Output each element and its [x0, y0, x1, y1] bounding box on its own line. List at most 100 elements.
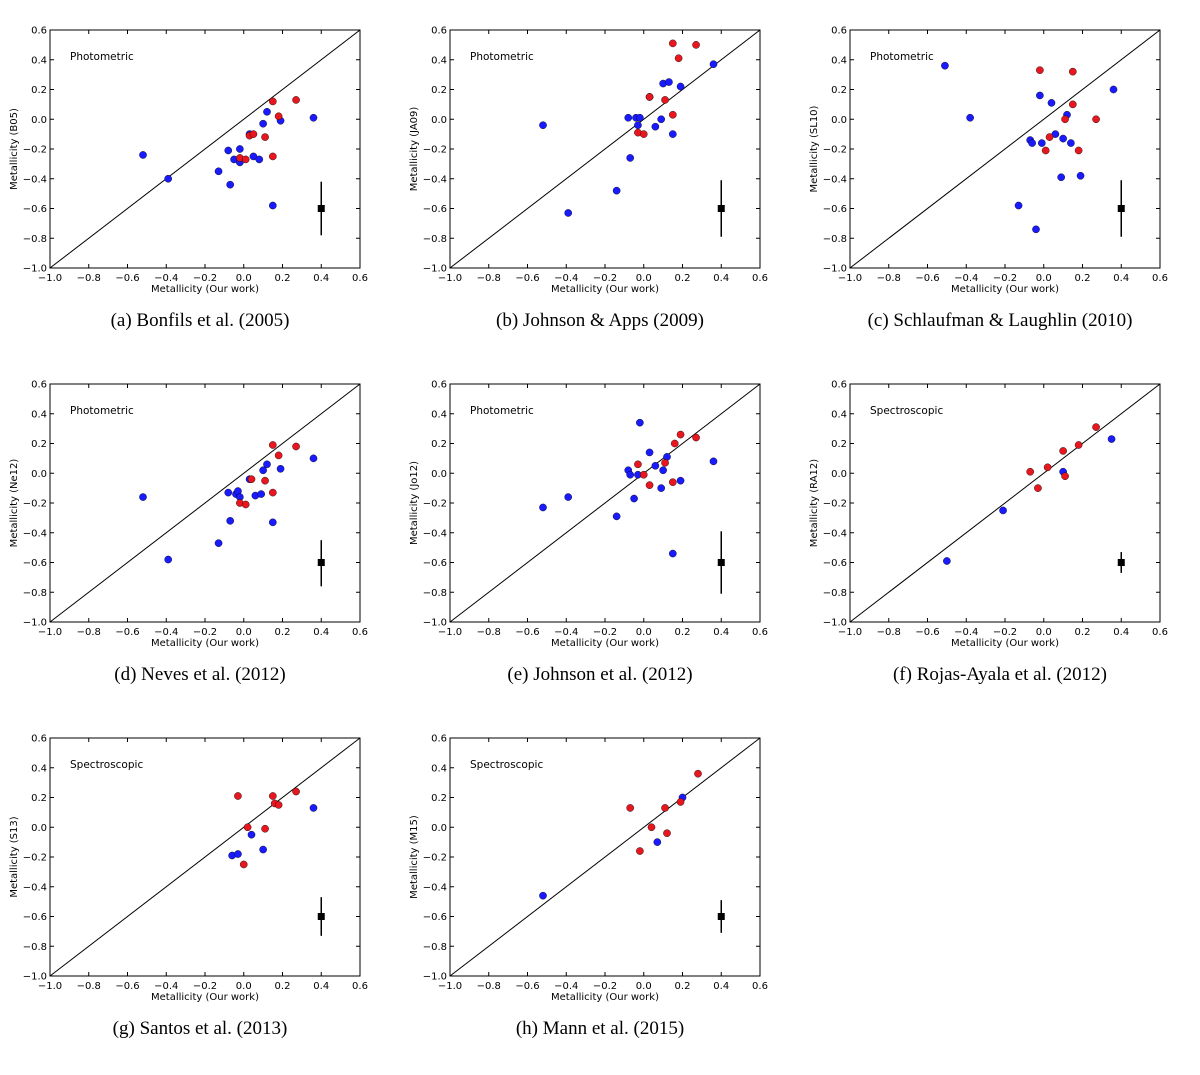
x-tick-label: −0.4 — [554, 273, 578, 284]
identity-line — [49, 29, 361, 269]
y-tick-label: 0.0 — [31, 115, 47, 126]
red-data-point — [249, 130, 258, 138]
blue-data-point — [709, 60, 718, 69]
y-tick-label: 0.2 — [831, 439, 847, 450]
scatter-plot: −1.0 −0.8 −0.6 −0.4 −0.2 0.0 0.2 0.4 0.6 −1.0 −0.8… — [9, 380, 368, 650]
red-data-point — [1074, 146, 1083, 155]
method-annotation: Photometric — [70, 405, 134, 417]
blue-data-point — [269, 518, 277, 527]
x-tick-label: 0.2 — [1075, 273, 1091, 284]
red-data-point — [1036, 66, 1044, 74]
x-axis-label: Metallicity (Our work) — [151, 638, 259, 649]
x-tick-label: −1.0 — [38, 273, 62, 284]
scatter-plot: −1.0 −0.8 −0.6 −0.4 −0.2 0.0 0.2 0.4 0.6 −1.0 −0.8… — [809, 380, 1168, 650]
caption: (b) Johnson & Apps (2009) — [496, 310, 704, 331]
blue-data-point — [657, 484, 665, 492]
y-axis-label: Metallicity (SL10) — [809, 105, 820, 192]
x-tick-label: 0.4 — [713, 273, 729, 284]
x-axis-label: Metallicity (Our work) — [551, 284, 659, 295]
y-axis-label: Metallicity (S13) — [9, 816, 20, 897]
red-data-point — [1041, 146, 1050, 155]
y-tick-label: −0.6 — [423, 558, 447, 569]
method-annotation: Photometric — [70, 51, 134, 63]
blue-data-point — [226, 517, 234, 525]
blue-data-point — [612, 512, 621, 521]
red-data-point — [692, 41, 700, 49]
red-data-point — [661, 804, 669, 812]
x-tick-label: 0.2 — [675, 627, 691, 638]
x-tick-label: 0.4 — [313, 981, 329, 992]
red-data-point — [261, 476, 269, 485]
x-tick-label: −1.0 — [838, 273, 862, 284]
blue-data-point — [269, 201, 277, 210]
y-tick-label: 0.0 — [831, 469, 847, 480]
red-data-point — [694, 769, 702, 778]
red-data-point — [269, 97, 277, 106]
caption: (d) Neves et al. (2012) — [114, 664, 286, 685]
error-bar-marker — [717, 205, 725, 212]
red-data-point — [639, 130, 648, 138]
error-bar-marker — [1117, 559, 1125, 566]
blue-data-point — [224, 146, 233, 155]
red-data-point — [1069, 100, 1077, 109]
caption: (e) Johnson et al. (2012) — [507, 664, 693, 685]
method-annotation: Spectroscopic — [870, 405, 943, 417]
blue-data-point — [263, 108, 271, 116]
y-tick-label: −0.8 — [23, 234, 47, 245]
red-data-point — [1045, 133, 1054, 141]
panel-b: −1.0 −0.8 −0.6 −0.4 −0.2 0.0 0.2 0.4 0.6 −1.0 −0.8… — [400, 22, 800, 367]
x-tick-label: −0.8 — [77, 981, 101, 992]
red-data-point — [243, 823, 252, 832]
blue-data-point — [999, 506, 1007, 515]
x-tick-label: 0.6 — [752, 273, 768, 284]
x-tick-label: 0.2 — [275, 981, 291, 992]
panel-f: −1.0 −0.8 −0.6 −0.4 −0.2 0.0 0.2 0.4 0.6 −1.0 −0.8… — [800, 376, 1200, 721]
red-data-point — [239, 860, 248, 869]
red-data-point — [645, 481, 654, 489]
y-tick-label: −0.8 — [423, 942, 447, 953]
red-data-point — [241, 500, 250, 509]
y-axis-label: Metallicity (Jo12) — [409, 461, 420, 545]
blue-data-point — [1036, 91, 1044, 100]
blue-data-point — [651, 462, 660, 470]
y-tick-label: −0.4 — [23, 882, 47, 893]
blue-data-point — [259, 119, 267, 128]
blue-data-point — [1028, 139, 1036, 147]
y-tick-label: −1.0 — [423, 264, 447, 275]
y-tick-label: −0.8 — [823, 234, 847, 245]
blue-data-point — [636, 113, 644, 122]
x-axis-label: Metallicity (Our work) — [151, 992, 259, 1003]
x-tick-label: −0.8 — [477, 981, 501, 992]
blue-data-point — [966, 113, 974, 122]
blue-data-point — [564, 493, 572, 501]
x-tick-label: −0.2 — [193, 981, 217, 992]
y-tick-label: 0.0 — [31, 469, 47, 480]
blue-data-point — [709, 457, 718, 466]
x-tick-label: 0.2 — [1075, 627, 1091, 638]
y-tick-label: 0.6 — [31, 380, 47, 391]
red-data-point — [261, 133, 269, 141]
method-annotation: Photometric — [870, 51, 934, 63]
blue-data-point — [236, 145, 244, 153]
y-tick-label: 0.0 — [431, 115, 447, 126]
red-data-point — [269, 488, 277, 497]
y-axis-label: Metallicity (B05) — [9, 108, 20, 190]
x-tick-label: 0.6 — [352, 981, 368, 992]
red-data-point — [670, 439, 679, 448]
panel-d: −1.0 −0.8 −0.6 −0.4 −0.2 0.0 0.2 0.4 0.6 −1.0 −0.8… — [0, 376, 400, 721]
blue-data-point — [139, 151, 147, 159]
x-tick-label: −0.4 — [954, 627, 978, 638]
blue-data-point — [1047, 99, 1056, 107]
x-tick-label: −0.4 — [954, 273, 978, 284]
red-data-point — [1061, 472, 1069, 481]
blue-data-point — [214, 167, 223, 176]
caption: (h) Mann et al. (2015) — [515, 1018, 685, 1039]
y-tick-label: 0.6 — [431, 380, 447, 391]
y-tick-label: 0.0 — [431, 823, 447, 834]
red-data-point — [661, 96, 669, 104]
y-tick-label: −0.4 — [23, 174, 47, 185]
x-tick-label: −1.0 — [38, 627, 62, 638]
blue-data-point — [1038, 139, 1046, 147]
x-tick-label: −0.2 — [593, 981, 617, 992]
red-data-point — [274, 451, 283, 460]
